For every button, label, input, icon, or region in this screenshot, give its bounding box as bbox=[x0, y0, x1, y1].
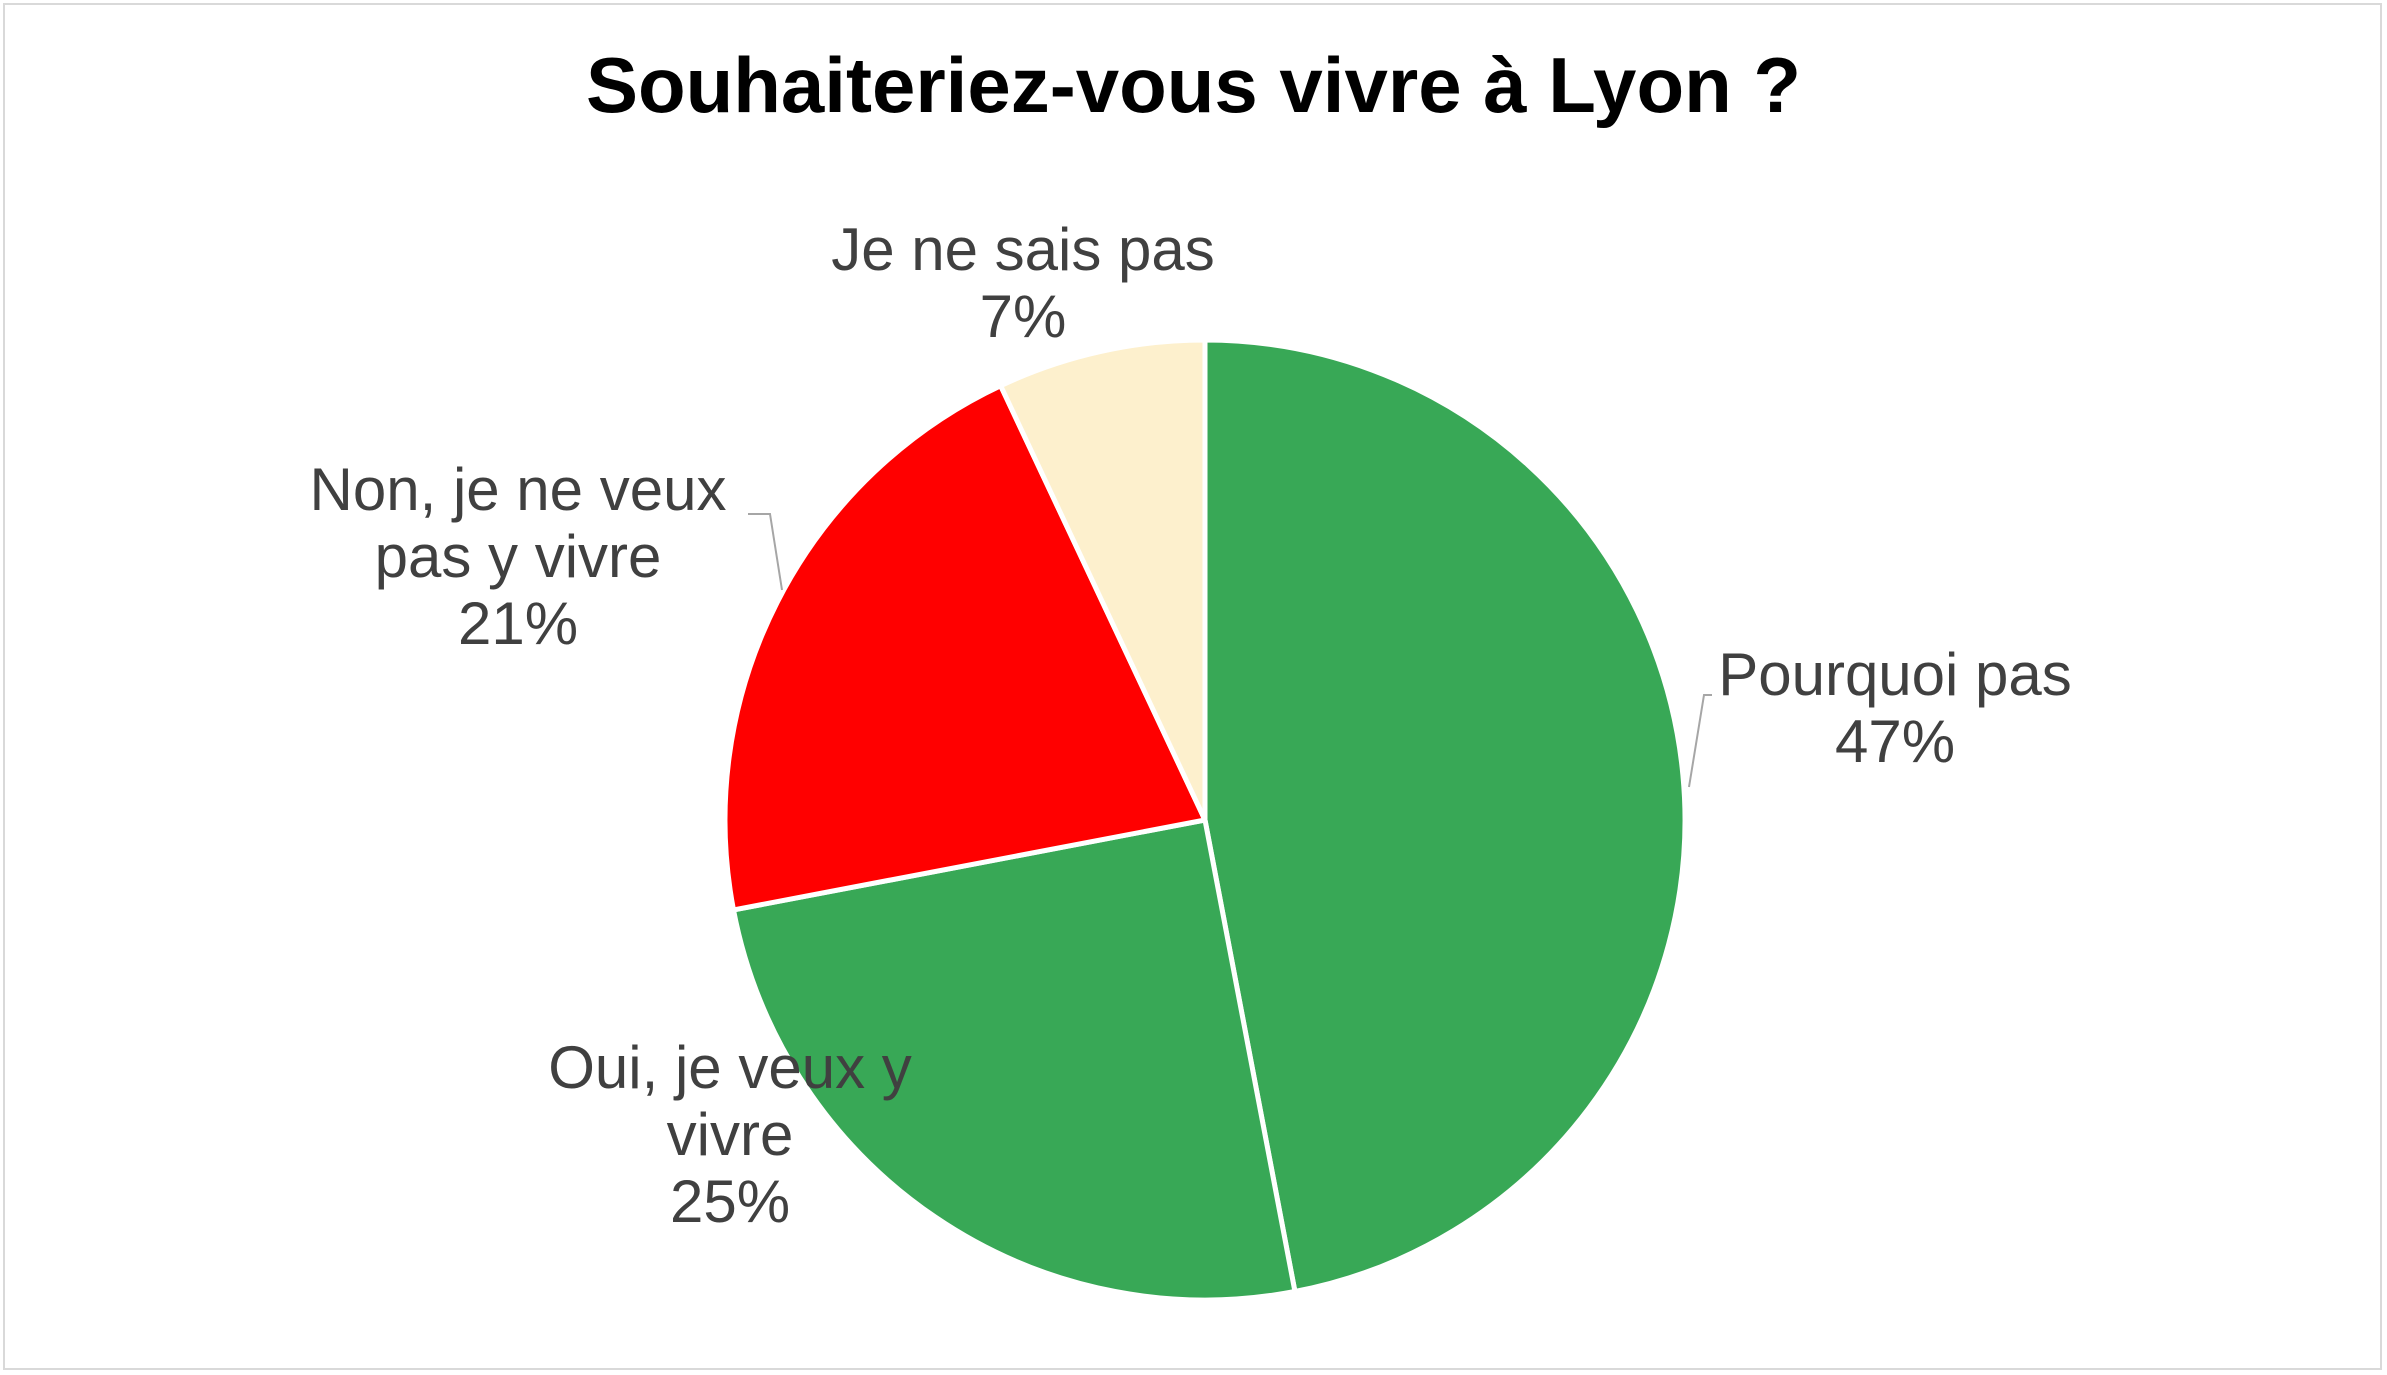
pie-slice-2 bbox=[731, 817, 1298, 1303]
data-label-percent: 7% bbox=[980, 283, 1067, 350]
data-label-percent: 47% bbox=[1835, 708, 1955, 775]
data-label-2: Oui, je veux y vivre 25% bbox=[548, 1034, 912, 1235]
data-label-category: pas y vivre bbox=[375, 523, 662, 590]
data-label-category: Oui, je veux y bbox=[548, 1034, 912, 1101]
data-label-category: vivre bbox=[667, 1101, 794, 1168]
data-label-category: Non, je ne veux bbox=[310, 456, 727, 523]
data-label-1: Pourquoi pas 47% bbox=[1718, 641, 2072, 775]
pie-slice-4 bbox=[998, 337, 1208, 823]
data-label-category: Pourquoi pas bbox=[1718, 641, 2072, 708]
data-label-4: Je ne sais pas 7% bbox=[831, 216, 1215, 350]
pie-slice-1 bbox=[1202, 337, 1688, 1294]
chart-title: Souhaiteriez-vous vivre à Lyon ? bbox=[585, 41, 1802, 129]
pie-slice-3 bbox=[722, 383, 1208, 913]
data-label-3: Non, je ne veux pas y vivre 21% bbox=[310, 456, 727, 657]
data-label-percent: 21% bbox=[458, 590, 578, 657]
leader-line-1 bbox=[1688, 694, 1712, 788]
leader-lines bbox=[748, 513, 1712, 788]
data-labels: Pourquoi pas 47% Oui, je veux y vivre 25% Non… bbox=[310, 216, 2072, 1235]
pie-slices bbox=[722, 337, 1688, 1303]
leader-line-3 bbox=[748, 513, 783, 591]
data-label-category: Je ne sais pas bbox=[831, 216, 1215, 283]
data-label-percent: 25% bbox=[670, 1168, 790, 1235]
